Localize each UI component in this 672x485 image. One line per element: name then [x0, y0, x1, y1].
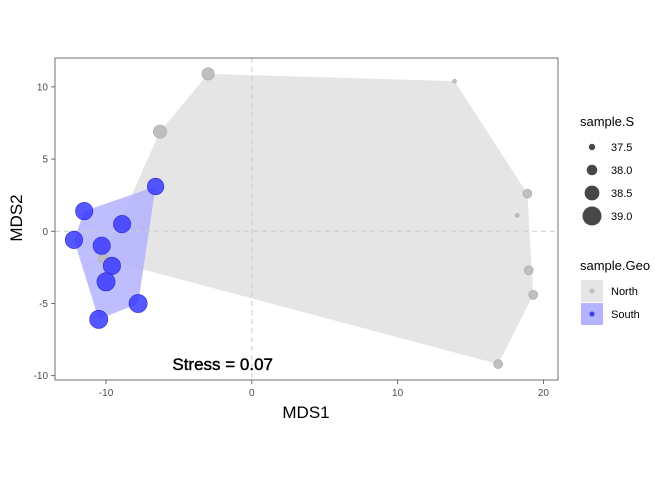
size-legend-title: sample.S [580, 114, 635, 129]
color-legend-dot [589, 288, 595, 294]
x-tick-label: 20 [538, 388, 550, 399]
color-legend-title: sample.Geo [580, 258, 650, 273]
size-legend: sample.S 37.5 38.0 38.5 39.0 [580, 114, 635, 226]
y-axis: -10 -5 0 5 10 [34, 82, 55, 382]
reference-lines [55, 58, 558, 380]
point-north-6 [528, 289, 539, 300]
point-north-0 [201, 67, 215, 81]
stress-annotation: Stress = 0.07 [172, 355, 273, 374]
y-tick-label: -10 [34, 371, 49, 382]
x-tick-label: 0 [249, 388, 255, 399]
x-axis-title: MDS1 [282, 403, 329, 422]
y-tick-label: 0 [42, 227, 48, 238]
point-south-7 [128, 294, 148, 313]
panel-border [54, 57, 559, 381]
points-layer [65, 67, 539, 369]
size-legend-label: 37.5 [611, 142, 632, 154]
color-legend: sample.Geo North South [580, 258, 650, 325]
point-south-0 [147, 177, 165, 196]
y-tick-label: -5 [39, 299, 48, 310]
point-north-4 [514, 213, 520, 218]
hull-layer [74, 73, 534, 365]
point-north-2 [153, 124, 167, 139]
x-axis: -10 0 10 20 [99, 380, 550, 399]
size-legend-label: 38.0 [611, 165, 632, 177]
size-legend-label: 38.5 [611, 188, 632, 200]
color-legend-entries: North South [581, 280, 640, 325]
point-north-3 [522, 188, 533, 199]
color-legend-label: South [611, 309, 640, 321]
point-north-1 [452, 78, 457, 84]
point-south-3 [65, 230, 84, 249]
point-south-6 [96, 272, 116, 292]
y-tick-label: 5 [42, 155, 48, 166]
size-legend-key [582, 206, 602, 226]
x-tick-label: 10 [392, 388, 404, 399]
color-legend-dot [589, 311, 595, 317]
color-legend-label: North [611, 286, 638, 298]
y-tick-label: 10 [37, 82, 49, 93]
size-legend-key [586, 164, 598, 176]
point-south-5 [102, 256, 121, 275]
size-legend-entries: 37.5 38.0 38.5 39.0 [582, 142, 632, 226]
point-south-2 [113, 215, 132, 234]
y-axis-title: MDS2 [7, 194, 26, 241]
size-legend-label: 39.0 [611, 211, 632, 223]
x-tick-label: -10 [99, 388, 114, 399]
point-south-8 [89, 309, 109, 329]
point-south-1 [75, 202, 94, 221]
hull-north [103, 73, 534, 365]
hull-south [74, 186, 156, 320]
point-north-7 [493, 359, 504, 369]
point-south-4 [92, 236, 111, 255]
size-legend-key [584, 185, 600, 201]
point-north-5 [523, 265, 534, 276]
size-legend-key [588, 143, 596, 151]
